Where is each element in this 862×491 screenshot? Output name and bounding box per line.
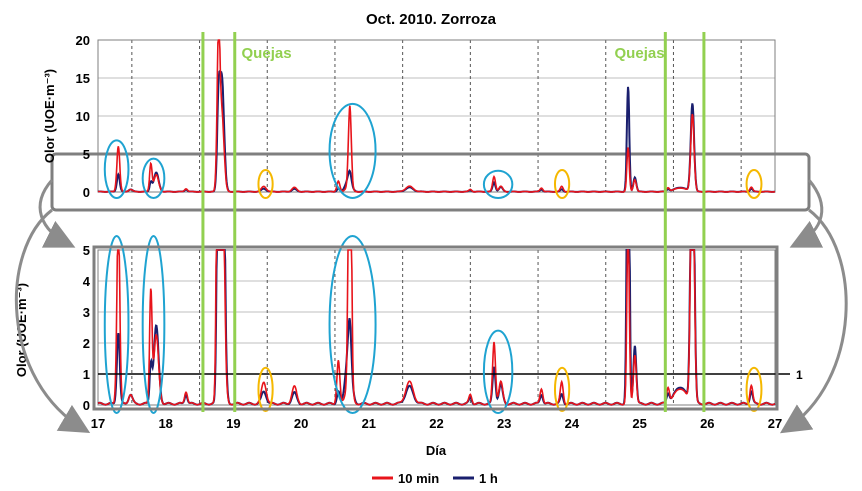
top-ellipses <box>103 102 763 200</box>
complaint-markers: Quejas Quejas <box>201 32 706 412</box>
bottom-ytick-0: 0 <box>83 398 90 413</box>
top-series <box>97 39 776 193</box>
legend-label-10min: 10 min <box>398 471 439 486</box>
bottom-blue-ellipse-2 <box>328 235 377 414</box>
top-series-10min <box>97 39 776 193</box>
top-ytick-20: 20 <box>76 33 90 48</box>
xtick-20: 20 <box>294 416 308 431</box>
xtick-22: 22 <box>429 416 443 431</box>
bottom-plot-area <box>98 250 775 405</box>
xtick-26: 26 <box>700 416 714 431</box>
top-blue-ellipse-2 <box>328 102 377 200</box>
bottom-orange-ellipse-0 <box>257 366 274 412</box>
xtick-25: 25 <box>632 416 646 431</box>
bottom-ytick-2: 2 <box>83 336 90 351</box>
bottom-ytick-1: 1 <box>83 367 90 382</box>
xtick-24: 24 <box>565 416 580 431</box>
complaint-label-1: Quejas <box>615 45 665 62</box>
complaint-label-0: Quejas <box>242 45 292 62</box>
xtick-27: 27 <box>768 416 782 431</box>
bottom-ytick-5: 5 <box>83 243 90 258</box>
top-y-axis: 0 5 10 15 20 <box>76 33 90 200</box>
reference-line-label: 1 <box>796 368 803 382</box>
legend: 10 min 1 h <box>372 471 498 486</box>
xtick-21: 21 <box>362 416 376 431</box>
top-ytick-10: 10 <box>76 109 90 124</box>
zoom-frame <box>14 179 848 434</box>
bottom-blue-ellipse-3 <box>482 329 514 414</box>
top-ytick-5: 5 <box>83 147 90 162</box>
xtick-18: 18 <box>158 416 172 431</box>
bottom-y-axis: 0 1 2 3 4 5 <box>83 243 91 413</box>
bottom-ytick-4: 4 <box>83 274 91 289</box>
bottom-ytick-3: 3 <box>83 305 90 320</box>
x-axis: 17 18 19 20 21 22 23 24 25 26 27 <box>91 416 782 431</box>
legend-label-1h: 1 h <box>479 471 498 486</box>
top-blue-ellipse-1 <box>141 157 166 200</box>
top-blue-ellipse-0 <box>103 139 130 199</box>
top-panel: 0 5 10 15 20 Olor (UOE·m⁻³) <box>42 33 811 212</box>
top-y-axis-label: Olor (UOE·m⁻³) <box>42 69 57 163</box>
zoom-arrow-right-top <box>789 179 824 248</box>
top-blue-ellipse-3 <box>482 169 514 199</box>
top-ytick-15: 15 <box>76 71 90 86</box>
zoom-arrow-left-top <box>38 179 76 248</box>
zoom-target-frame <box>92 245 779 411</box>
xtick-23: 23 <box>497 416 511 431</box>
zoom-arrow-left-bottom <box>14 208 91 434</box>
zoom-arrow-right-bottom <box>779 208 848 434</box>
bottom-orange-ellipse-1 <box>553 366 571 412</box>
xtick-19: 19 <box>226 416 240 431</box>
bottom-orange-ellipse-2 <box>745 366 763 412</box>
bottom-blue-ellipse-1 <box>141 235 166 414</box>
top-ytick-0: 0 <box>83 185 90 200</box>
xtick-17: 17 <box>91 416 105 431</box>
top-orange-ellipse-2 <box>745 169 763 199</box>
chart-title: Oct. 2010. Zorroza <box>366 11 497 28</box>
top-orange-ellipse-1 <box>553 169 571 199</box>
x-axis-label: Día <box>426 443 447 458</box>
bottom-series-10min <box>97 249 776 406</box>
bottom-ellipses <box>103 235 763 414</box>
top-orange-ellipse-0 <box>257 169 274 199</box>
bottom-blue-ellipse-0 <box>103 235 130 414</box>
bottom-series: 1 <box>97 249 803 406</box>
